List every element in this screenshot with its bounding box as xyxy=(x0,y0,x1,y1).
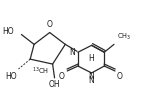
Text: CH$_3$: CH$_3$ xyxy=(117,32,131,42)
Text: H: H xyxy=(89,54,94,63)
Text: HO: HO xyxy=(2,27,14,36)
Text: N: N xyxy=(89,76,94,85)
Text: O: O xyxy=(47,20,53,29)
Text: O: O xyxy=(117,72,123,81)
Text: O: O xyxy=(58,72,64,81)
Text: N: N xyxy=(89,72,94,81)
Text: N: N xyxy=(69,48,75,57)
Text: OH: OH xyxy=(49,80,60,89)
Text: HO: HO xyxy=(5,72,17,81)
Text: $^{13}$CH: $^{13}$CH xyxy=(32,66,49,77)
